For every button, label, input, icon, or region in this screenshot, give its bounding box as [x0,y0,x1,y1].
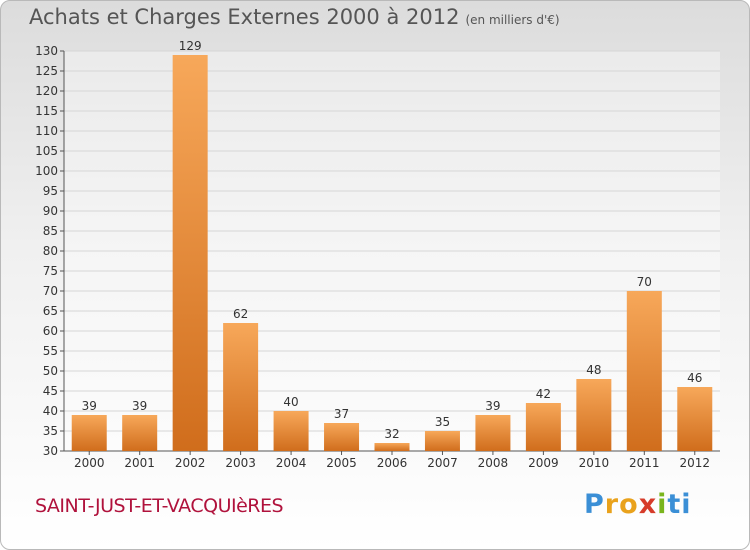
bar-value-label: 42 [536,387,551,401]
y-tick-label: 105 [35,144,58,158]
x-tick-label: 2002 [175,456,206,470]
bar [122,415,158,451]
chart-title: Achats et Charges Externes 2000 à 2012 (e… [29,5,560,29]
y-tick-label: 85 [43,224,58,238]
y-tick-label: 45 [43,384,58,398]
bar-value-label: 35 [435,415,450,429]
y-tick-label: 110 [35,124,58,138]
y-tick-label: 120 [35,84,58,98]
y-tick-label: 90 [43,204,58,218]
y-tick-label: 50 [43,364,58,378]
y-tick-label: 95 [43,184,58,198]
bar [525,403,561,451]
x-tick-label: 2003 [225,456,256,470]
bar [626,291,662,451]
x-tick-label: 2012 [679,456,710,470]
x-tick-label: 2008 [478,456,509,470]
x-tick-label: 2007 [427,456,458,470]
bar-value-label: 39 [132,399,147,413]
town-name: SAINT-JUST-ET-VACQUIèRES [35,495,284,517]
proxiti-logo: Proxiti [584,489,692,520]
bar-value-label: 129 [179,39,202,53]
bar [71,415,107,451]
bar-value-label: 40 [283,395,298,409]
y-tick-label: 65 [43,304,58,318]
y-tick-label: 40 [43,404,58,418]
y-tick-label: 30 [43,444,58,458]
x-tick-label: 2009 [528,456,559,470]
bar-value-label: 62 [233,307,248,321]
y-tick-label: 75 [43,264,58,278]
x-tick-label: 2004 [276,456,307,470]
y-tick-label: 125 [35,64,58,78]
bar [223,323,259,451]
bar [475,415,511,451]
bar [677,387,713,451]
x-tick-label: 2010 [579,456,610,470]
y-tick-label: 130 [35,44,58,58]
chart-unit: (en milliers d'€) [465,13,560,27]
x-tick-label: 2005 [326,456,357,470]
bar [273,411,309,451]
bar [172,55,208,451]
y-tick-label: 55 [43,344,58,358]
bar [324,423,360,451]
bar-value-label: 39 [82,399,97,413]
y-tick-label: 115 [35,104,58,118]
x-tick-label: 2006 [377,456,408,470]
bar-value-label: 70 [637,275,652,289]
y-tick-label: 80 [43,244,58,258]
bar-value-label: 39 [485,399,500,413]
x-tick-label: 2001 [124,456,155,470]
y-tick-label: 35 [43,424,58,438]
y-tick-label: 70 [43,284,58,298]
bar-value-label: 32 [384,427,399,441]
bar-value-label: 48 [586,363,601,377]
x-tick-label: 2011 [629,456,660,470]
chart-title-text: Achats et Charges Externes 2000 à 2012 [29,5,460,29]
bar [374,443,410,451]
x-tick-label: 2000 [74,456,105,470]
y-tick-label: 60 [43,324,58,338]
bar-value-label: 46 [687,371,702,385]
bar [424,431,460,451]
y-tick-label: 100 [35,164,58,178]
bar-value-label: 37 [334,407,349,421]
bar [576,379,612,451]
